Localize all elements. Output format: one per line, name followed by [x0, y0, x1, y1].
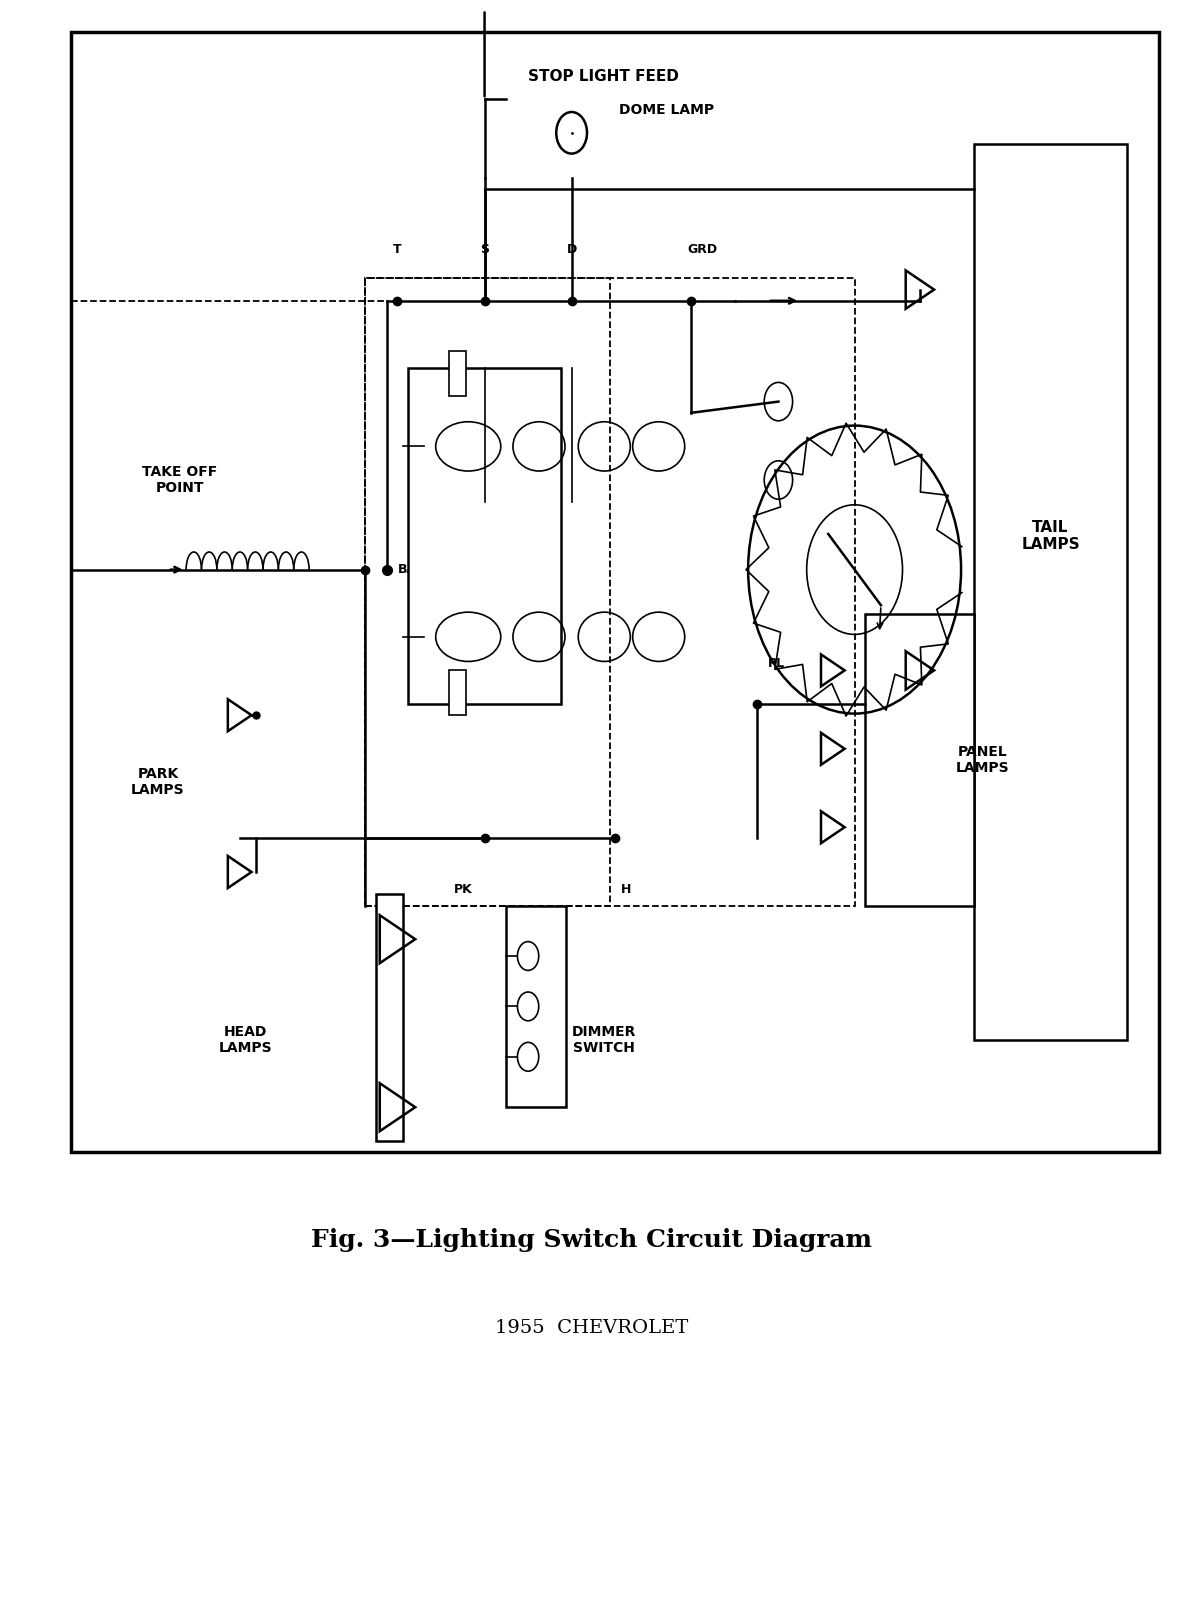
Text: BAT: BAT: [397, 563, 425, 576]
Bar: [450, 352, 466, 395]
Text: PK: PK: [453, 883, 472, 896]
Bar: [866, 614, 975, 906]
Text: GRD: GRD: [687, 243, 717, 256]
Bar: [364, 278, 609, 906]
Text: TAIL
LAMPS: TAIL LAMPS: [1021, 520, 1080, 552]
Bar: [71, 32, 1159, 1152]
Bar: [364, 278, 854, 906]
Bar: [506, 906, 567, 1107]
Bar: [975, 144, 1126, 1040]
Text: D: D: [567, 243, 577, 256]
Text: PANEL
LAMPS: PANEL LAMPS: [956, 746, 1009, 774]
Text: 1955  CHEVROLET: 1955 CHEVROLET: [494, 1318, 689, 1338]
Text: S: S: [480, 243, 489, 256]
Text: H: H: [621, 883, 632, 896]
Text: DOME LAMP: DOME LAMP: [619, 102, 715, 117]
Text: T: T: [393, 243, 402, 256]
Text: PL: PL: [768, 658, 784, 670]
Text: DIMMER
SWITCH: DIMMER SWITCH: [571, 1026, 636, 1054]
Text: PARK
LAMPS: PARK LAMPS: [131, 768, 185, 797]
Text: Fig. 3—Lighting Switch Circuit Diagram: Fig. 3—Lighting Switch Circuit Diagram: [311, 1229, 872, 1251]
Text: HEAD
LAMPS: HEAD LAMPS: [219, 1026, 272, 1054]
Text: STOP LIGHT FEED: STOP LIGHT FEED: [528, 69, 679, 85]
Text: TAKE OFF
POINT: TAKE OFF POINT: [142, 466, 218, 494]
Bar: [376, 894, 403, 1141]
Bar: [408, 368, 561, 704]
Bar: [450, 670, 466, 715]
